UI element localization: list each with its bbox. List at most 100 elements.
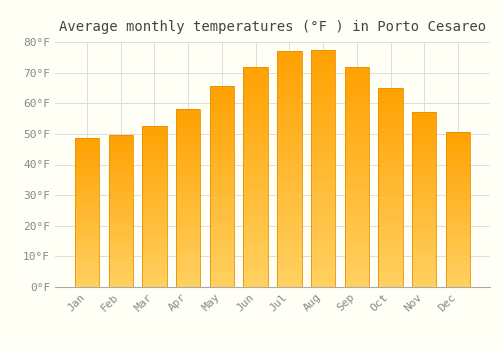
Bar — [446, 155, 470, 159]
Bar — [75, 276, 99, 280]
Bar — [142, 174, 167, 179]
Bar — [210, 117, 234, 121]
Bar — [412, 147, 436, 152]
Bar — [412, 187, 436, 191]
Bar — [412, 226, 436, 230]
Bar — [344, 259, 369, 265]
Bar — [210, 272, 234, 277]
Bar — [311, 79, 336, 85]
Bar — [75, 209, 99, 213]
Bar — [142, 279, 167, 283]
Bar — [277, 258, 301, 264]
Bar — [108, 253, 133, 257]
Bar — [108, 211, 133, 215]
Bar — [244, 149, 268, 155]
Bar — [344, 232, 369, 237]
Bar — [344, 72, 369, 78]
Bar — [176, 216, 201, 220]
Bar — [344, 204, 369, 210]
Bar — [277, 198, 301, 204]
Bar — [210, 262, 234, 267]
Bar — [244, 72, 268, 78]
Bar — [142, 255, 167, 259]
Bar — [277, 210, 301, 216]
Bar — [412, 204, 436, 209]
Bar — [311, 62, 336, 68]
Bar — [75, 161, 99, 164]
Bar — [176, 203, 201, 207]
Bar — [378, 182, 402, 188]
Bar — [108, 226, 133, 230]
Bar — [142, 219, 167, 223]
Bar — [378, 217, 402, 222]
Bar — [311, 251, 336, 257]
Bar — [446, 167, 470, 171]
Bar — [108, 279, 133, 283]
Bar — [378, 153, 402, 158]
Bar — [344, 155, 369, 160]
Bar — [344, 188, 369, 193]
Bar — [277, 98, 301, 104]
Bar — [311, 74, 336, 79]
Bar — [412, 257, 436, 261]
Bar — [412, 112, 436, 287]
Bar — [210, 247, 234, 252]
Bar — [176, 123, 201, 127]
Bar — [142, 227, 167, 231]
Bar — [142, 190, 167, 195]
Bar — [446, 202, 470, 206]
Bar — [75, 187, 99, 190]
Bar — [75, 224, 99, 228]
Bar — [311, 133, 336, 139]
Bar — [378, 222, 402, 227]
Bar — [244, 215, 268, 221]
Bar — [210, 217, 234, 222]
Bar — [344, 66, 369, 72]
Bar — [412, 252, 436, 257]
Bar — [176, 185, 201, 189]
Bar — [446, 206, 470, 210]
Bar — [108, 192, 133, 196]
Bar — [142, 170, 167, 174]
Bar — [344, 281, 369, 287]
Bar — [311, 257, 336, 263]
Bar — [378, 148, 402, 153]
Bar — [210, 132, 234, 136]
Bar — [378, 247, 402, 252]
Bar — [344, 144, 369, 149]
Bar — [277, 269, 301, 275]
Bar — [244, 111, 268, 116]
Bar — [412, 265, 436, 270]
Bar — [277, 152, 301, 157]
Bar — [446, 268, 470, 272]
Bar — [108, 177, 133, 181]
Bar — [142, 162, 167, 166]
Bar — [108, 166, 133, 169]
Bar — [244, 94, 268, 99]
Bar — [446, 190, 470, 194]
Bar — [311, 239, 336, 245]
Bar — [412, 248, 436, 252]
Bar — [277, 57, 301, 63]
Bar — [142, 235, 167, 239]
Bar — [446, 152, 470, 155]
Bar — [412, 234, 436, 239]
Bar — [311, 174, 336, 180]
Bar — [344, 166, 369, 171]
Bar — [378, 212, 402, 217]
Bar — [446, 248, 470, 252]
Bar — [311, 121, 336, 127]
Bar — [75, 213, 99, 216]
Bar — [344, 221, 369, 226]
Bar — [277, 163, 301, 169]
Bar — [378, 133, 402, 138]
Bar — [142, 243, 167, 247]
Bar — [446, 136, 470, 140]
Bar — [378, 128, 402, 133]
Bar — [412, 160, 436, 165]
Bar — [311, 85, 336, 91]
Bar — [142, 267, 167, 271]
Bar — [108, 200, 133, 204]
Bar — [311, 269, 336, 275]
Bar — [277, 175, 301, 181]
